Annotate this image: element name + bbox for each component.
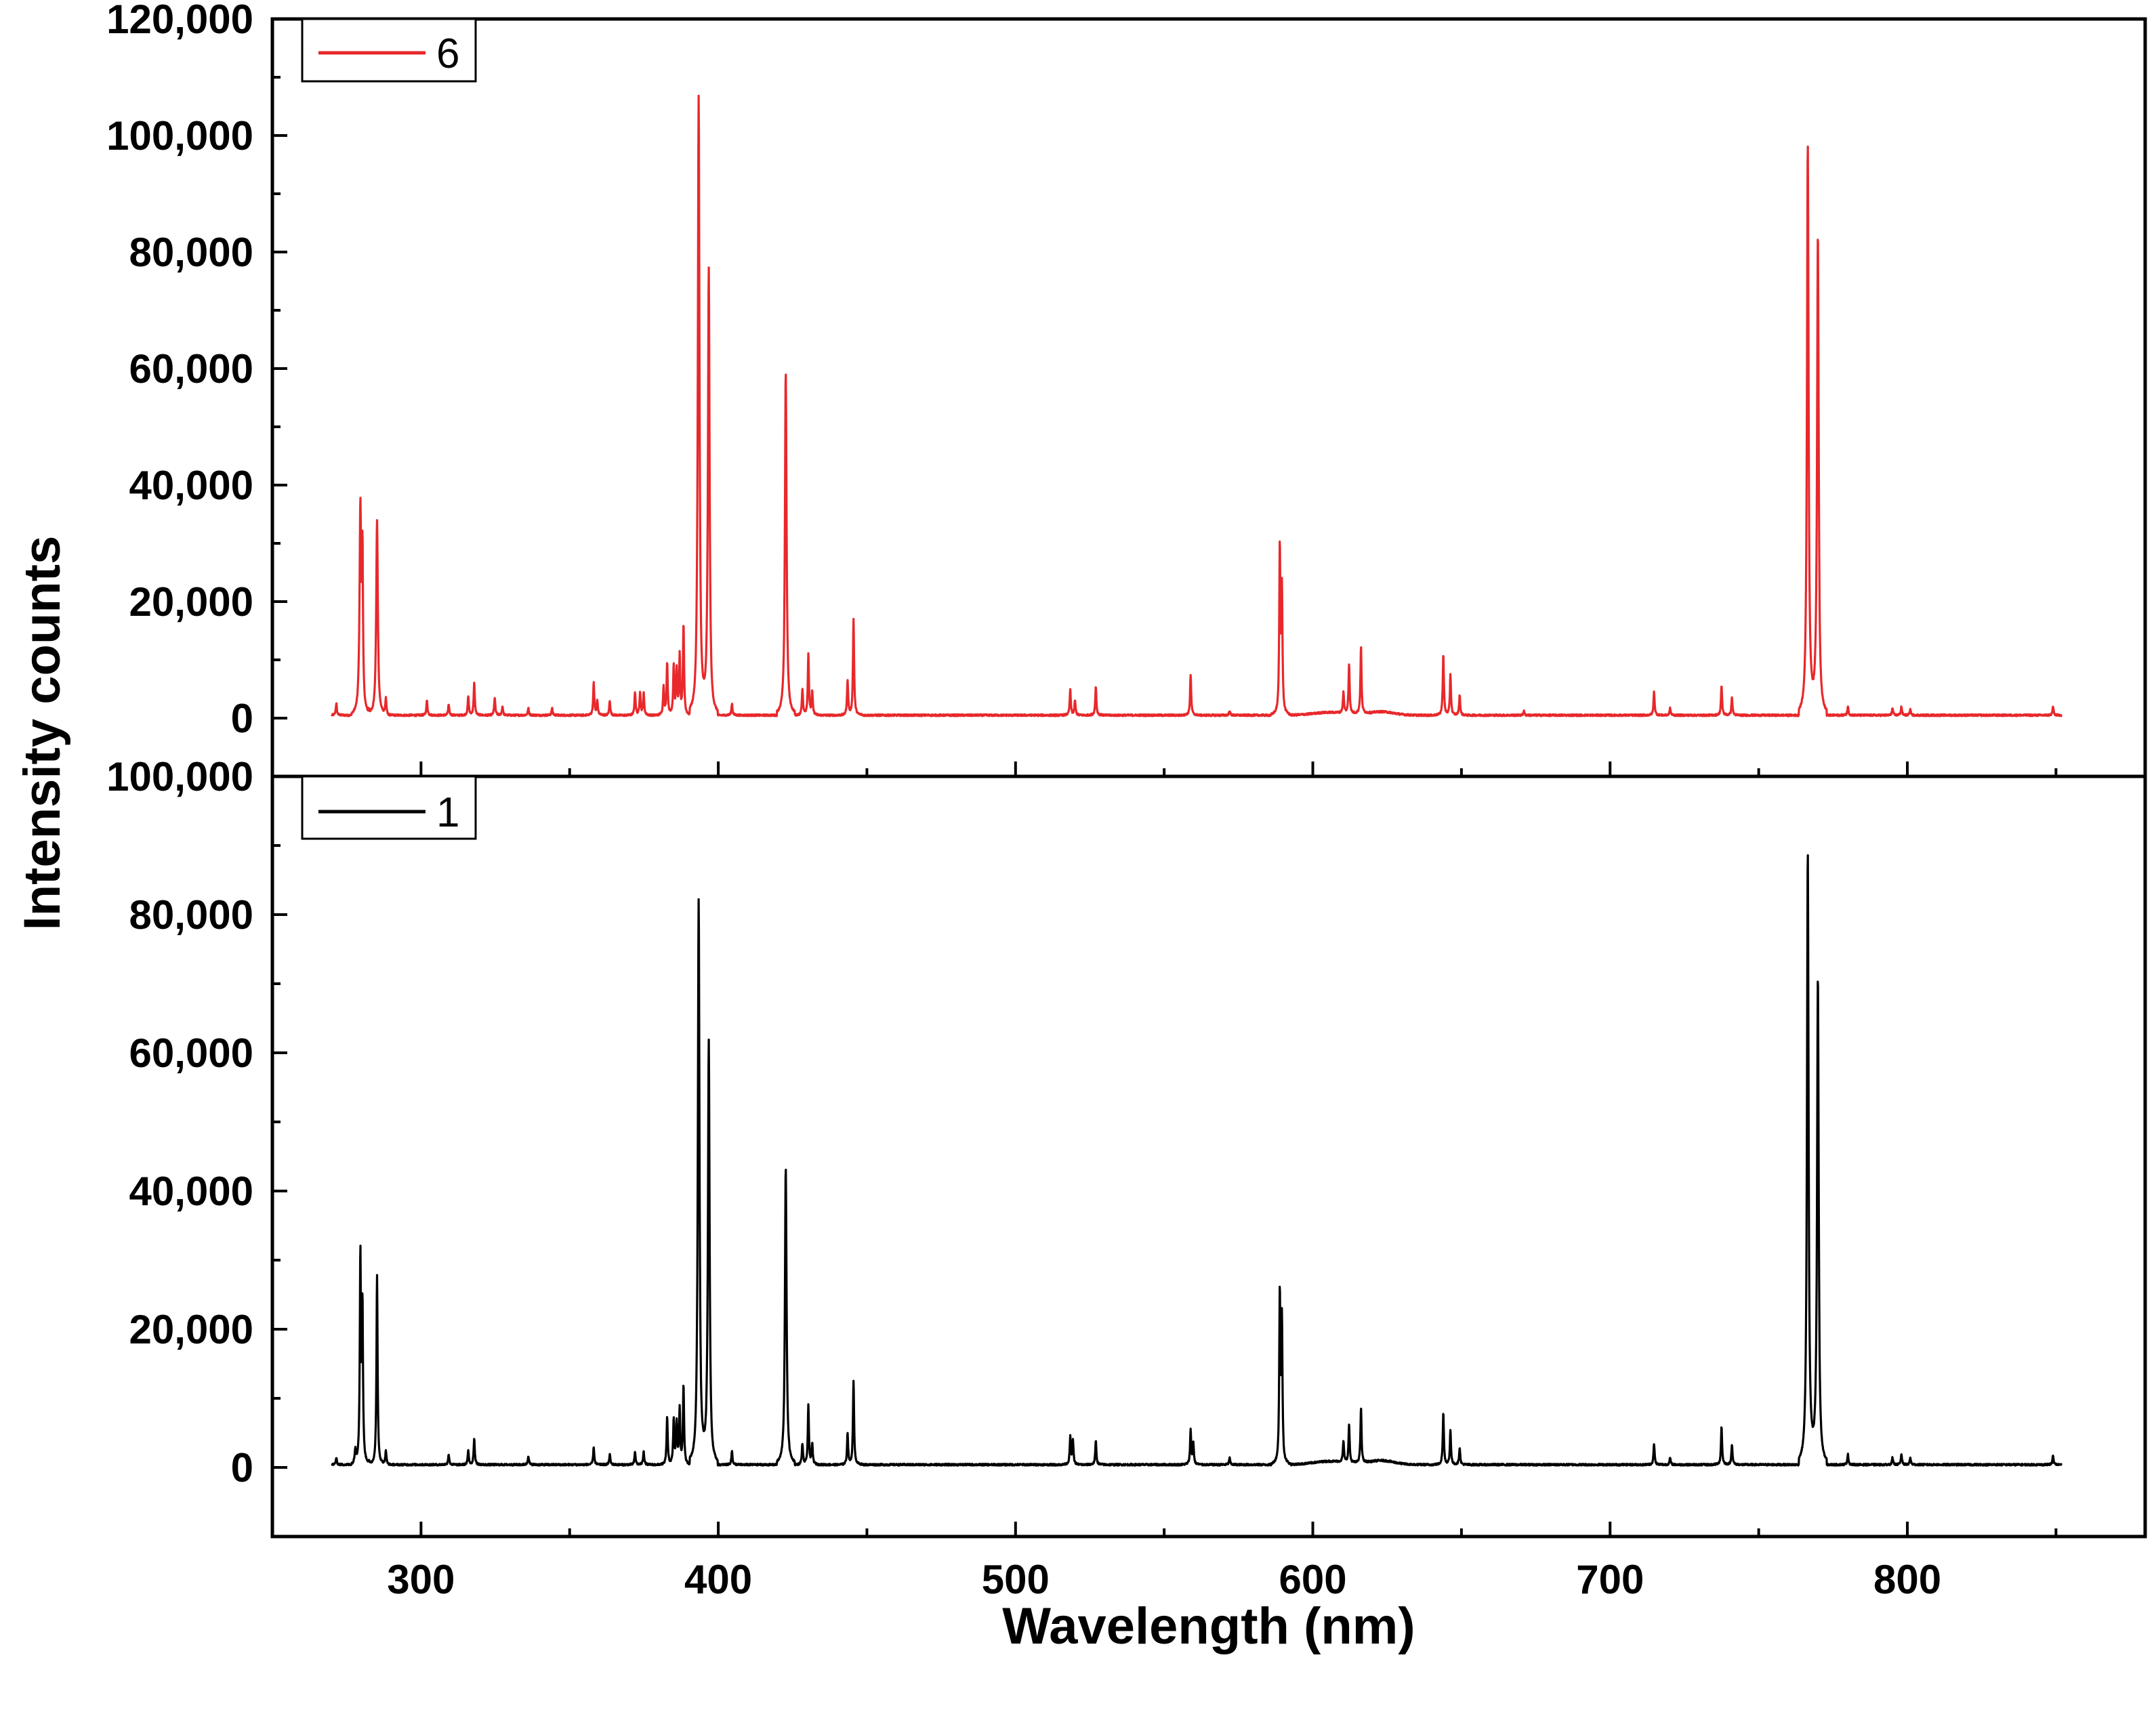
bottom-series-group — [331, 854, 2063, 1467]
top-y-tick-label: 120,000 — [106, 0, 253, 42]
top-y-tick-label: 100,000 — [106, 113, 253, 159]
bottom-x-tick-label: 700 — [1576, 1557, 1644, 1602]
bottom-y-tick-label: 0 — [231, 1445, 253, 1490]
bottom-legend-box — [301, 775, 477, 840]
top-y-tick-label: 20,000 — [129, 579, 253, 625]
bottom-x-tick-label: 500 — [982, 1557, 1050, 1602]
bottom-y-tick-label: 40,000 — [129, 1169, 253, 1214]
bottom-x-tick-label: 800 — [1873, 1557, 1941, 1602]
bottom-series-1-line — [331, 854, 2063, 1467]
top-series-group — [331, 94, 2063, 717]
bottom-legend: 1 — [301, 775, 477, 840]
top-legend-box — [301, 18, 477, 83]
top-y-tick-label: 0 — [231, 696, 253, 741]
top-series-6-line — [331, 94, 2063, 717]
bottom-panel-ticks: 0 20,000 40,000 60,000 80,000 100,000 300 400 50… — [106, 754, 2058, 1602]
top-legend: 6 — [301, 18, 477, 83]
top-y-tick-label: 80,000 — [129, 230, 253, 275]
top-y-tick-label: 60,000 — [129, 346, 253, 392]
x-axis-title: Wavelength (nm) — [1002, 1598, 1415, 1655]
bottom-x-tick-label: 300 — [387, 1557, 455, 1602]
top-legend-label: 6 — [436, 30, 459, 77]
bottom-legend-label: 1 — [436, 789, 459, 836]
bottom-x-tick-label: 600 — [1279, 1557, 1347, 1602]
top-y-tick-label: 40,000 — [129, 463, 253, 508]
bottom-y-tick-label: 20,000 — [129, 1307, 253, 1352]
bottom-x-tick-label: 400 — [684, 1557, 752, 1602]
bottom-y-tick-label: 80,000 — [129, 892, 253, 938]
bottom-y-tick-label: 60,000 — [129, 1030, 253, 1076]
top-panel-ticks: 0 20,000 40,000 60,000 80,000 100,000 120,000 — [106, 0, 2058, 776]
bottom-y-tick-label: 100,000 — [106, 754, 253, 799]
y-axis-title: Intensity counts — [14, 536, 71, 931]
